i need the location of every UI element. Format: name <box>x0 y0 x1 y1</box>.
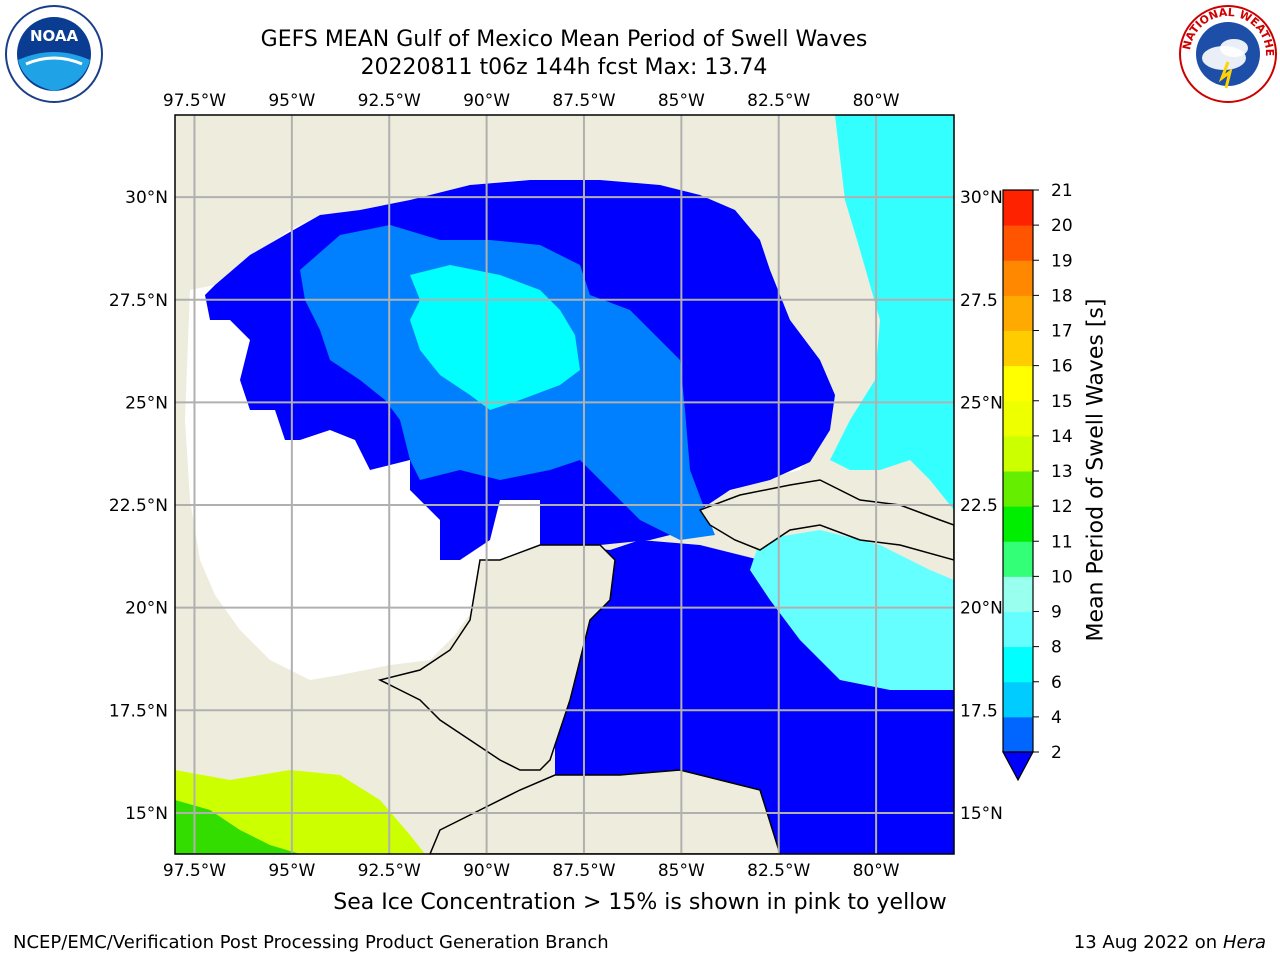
colorbar-tick-14: 19 <box>1051 251 1073 271</box>
x-tick-top-7: 80°W <box>853 91 900 111</box>
credit-text: NCEP/EMC/Verification Post Processing Pr… <box>13 932 609 953</box>
colorbar-tick-9: 14 <box>1051 427 1073 447</box>
x-tick-bottom-3: 90°W <box>463 861 510 881</box>
y-tick-left-4: 20°N <box>125 599 168 619</box>
colorbar-bin-10 <box>1003 365 1033 402</box>
y-tick-right-1: 27.5 <box>960 291 998 311</box>
x-tick-bottom-4: 87.5°W <box>552 861 615 881</box>
footnote: Sea Ice Concentration > 15% is shown in … <box>0 890 1280 915</box>
colorbar-bin-12 <box>1003 295 1033 331</box>
colorbar-bin-6 <box>1003 506 1033 542</box>
cuba <box>698 479 954 561</box>
y-tick-left-1: 27.5°N <box>109 291 168 311</box>
y-tick-right-3: 22.5 <box>960 496 998 516</box>
florida-straits-cyan <box>830 115 954 510</box>
y-tick-left-6: 15°N <box>125 804 168 824</box>
chart-subtitle: 20220811 t06z 144h fcst Max: 13.74 <box>360 55 768 80</box>
colorbar-bin-4 <box>1003 576 1033 612</box>
x-tick-bottom-0: 97.5°W <box>163 861 226 881</box>
nws-logo: NATIONAL WEATHER SERVICE <box>1178 4 1277 103</box>
x-tick-top-4: 87.5°W <box>552 91 615 111</box>
chart-title: GEFS MEAN Gulf of Mexico Mean Period of … <box>260 27 868 52</box>
gridlines <box>175 115 954 854</box>
colorbar-bin-15 <box>1003 190 1033 226</box>
y-tick-right-2: 25°N <box>960 393 1003 413</box>
colorbar-tick-0: 2 <box>1051 743 1062 763</box>
y-tick-left-2: 25°N <box>125 393 168 413</box>
sea-ice-note: Sea Ice Concentration > 15% is shown in … <box>333 890 947 915</box>
colorbar-bin-14 <box>1003 225 1033 261</box>
x-tick-bottom-2: 92.5°W <box>358 861 421 881</box>
y-tick-left-0: 30°N <box>125 188 168 208</box>
yucatan-peninsula <box>377 544 616 771</box>
x-tick-bottom-1: 95°W <box>268 861 315 881</box>
x-tick-bottom-7: 80°W <box>853 861 900 881</box>
colorbar-bin-7 <box>1003 471 1033 507</box>
colorbar-bin-13 <box>1003 260 1033 296</box>
colorbar-tick-3: 8 <box>1051 638 1062 658</box>
colorbar-tick-12: 17 <box>1051 322 1073 342</box>
x-tick-top-5: 85°W <box>658 91 705 111</box>
colorbar-bin-2 <box>1003 646 1033 683</box>
y-tick-right-6: 15°N <box>960 804 1003 824</box>
colorbar-bin-11 <box>1003 330 1033 367</box>
colorbar-tick-13: 18 <box>1051 286 1073 306</box>
map-frame <box>174 114 955 855</box>
colorbar-tick-4: 9 <box>1051 603 1062 623</box>
axis-tick-labels: 97.5°W 97.5°W 95°W 95°W 92.5°W 92.5°W 90°W 90°W… <box>109 91 1003 881</box>
x-tick-top-3: 90°W <box>463 91 510 111</box>
caribbean-light-cyan <box>750 530 954 690</box>
y-tick-right-5: 17.5 <box>960 701 998 721</box>
colorbar-label: Mean Period of Swell Waves [s] <box>1083 298 1109 642</box>
y-tick-right-0: 30°N <box>960 188 1003 208</box>
colorbar-tick-16: 21 <box>1051 181 1073 201</box>
colorbar-tick-15: 20 <box>1051 216 1073 236</box>
colorbar-bin-1 <box>1003 681 1033 718</box>
x-tick-top-0: 97.5°W <box>163 91 226 111</box>
noaa-logo: NOAA <box>5 5 103 103</box>
colorbar-tick-8: 13 <box>1051 462 1073 482</box>
x-tick-top-6: 82.5°W <box>747 91 810 111</box>
colorbar-bin-3 <box>1003 611 1033 648</box>
colorbar-tick-6: 11 <box>1051 532 1073 552</box>
colorbar-tick-5: 10 <box>1051 567 1073 587</box>
y-tick-left-3: 22.5°N <box>109 496 168 516</box>
host-text: Hera <box>1222 932 1266 953</box>
colorbar-bin-5 <box>1003 541 1033 577</box>
colorbar-tick-7: 12 <box>1051 497 1073 517</box>
colorbar-tick-11: 16 <box>1051 357 1073 377</box>
colorbar-bin-0 <box>1003 716 1033 753</box>
x-tick-top-2: 92.5°W <box>358 91 421 111</box>
x-tick-bottom-6: 82.5°W <box>747 861 810 881</box>
colorbar-tick-10: 15 <box>1051 392 1073 412</box>
date-text: 13 Aug 2022 on <box>1073 932 1218 953</box>
colorbar-tick-1: 4 <box>1051 708 1062 728</box>
datestamp: 13 Aug 2022 on Hera <box>1074 932 1266 953</box>
x-tick-bottom-5: 85°W <box>658 861 705 881</box>
colorbar-tick-2: 6 <box>1051 673 1062 693</box>
noaa-logo-text: NOAA <box>30 27 79 45</box>
colorbar-under-arrow <box>1001 751 1035 782</box>
colorbar: 2 4 6 8 9 10 11 12 13 14 15 16 17 18 19 20 21 <box>1001 181 1073 782</box>
central-gulf-cyan <box>410 265 580 410</box>
y-tick-left-5: 17.5°N <box>109 701 168 721</box>
y-tick-right-4: 20°N <box>960 599 1003 619</box>
colorbar-bin-9 <box>1003 400 1033 437</box>
colorbar-bin-8 <box>1003 435 1033 472</box>
x-tick-top-1: 95°W <box>268 91 315 111</box>
